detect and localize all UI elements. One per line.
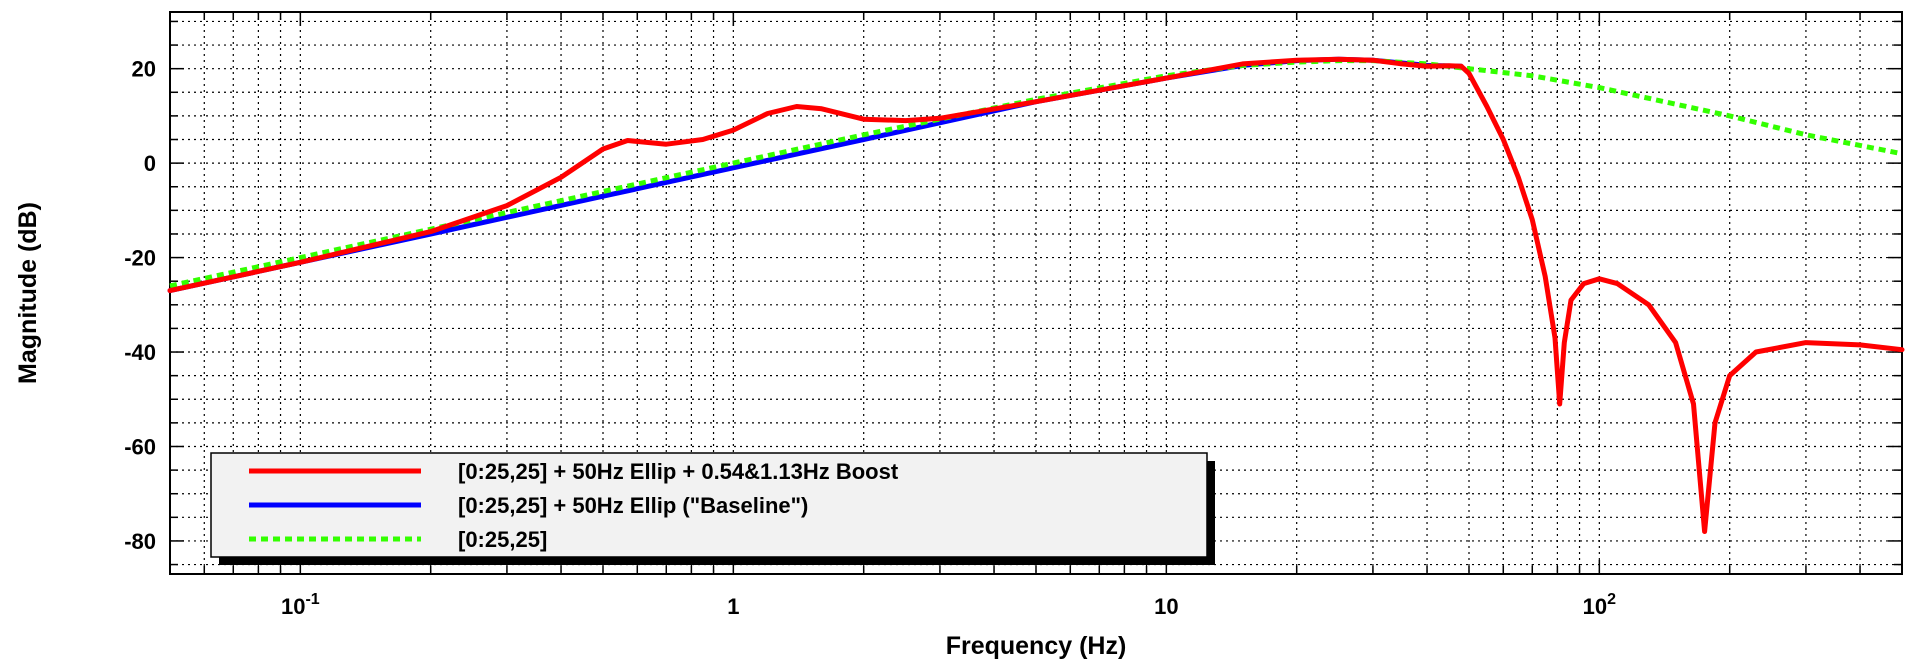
tick-labels: 20 0 -20 -40 -60 -80 10-1 1 10 102	[124, 57, 1616, 619]
y-axis-title: Magnitude (dB)	[14, 202, 42, 384]
axis-ticks	[169, 12, 1903, 574]
x-tick-label: 10-1	[281, 591, 320, 619]
y-tick-label: -40	[124, 340, 156, 365]
y-tick-label: -80	[124, 529, 156, 554]
series-line-2	[167, 56, 1464, 294]
legend: [0:25,25] + 50Hz Ellip + 0.54&1.13Hz Boo…	[210, 452, 1215, 565]
x-tick-label: 1	[727, 594, 739, 619]
x-tick-label: 102	[1583, 591, 1616, 619]
series-lines	[167, 56, 1905, 534]
y-tick-label: 0	[144, 151, 156, 176]
legend-label-1: [0:25,25] + 50Hz Ellip + 0.54&1.13Hz Boo…	[458, 459, 899, 484]
legend-label-3: [0:25,25]	[458, 527, 547, 552]
series-line-3	[169, 58, 1903, 289]
x-tick-label: 10	[1154, 594, 1178, 619]
y-tick-label: -60	[124, 434, 156, 459]
legend-label-2: [0:25,25] + 50Hz Ellip ("Baseline")	[458, 493, 808, 518]
series-line-1	[167, 56, 1905, 534]
x-axis-title: Frequency (Hz)	[946, 632, 1127, 660]
y-tick-label: 20	[132, 57, 156, 82]
y-tick-label: -20	[124, 246, 156, 271]
